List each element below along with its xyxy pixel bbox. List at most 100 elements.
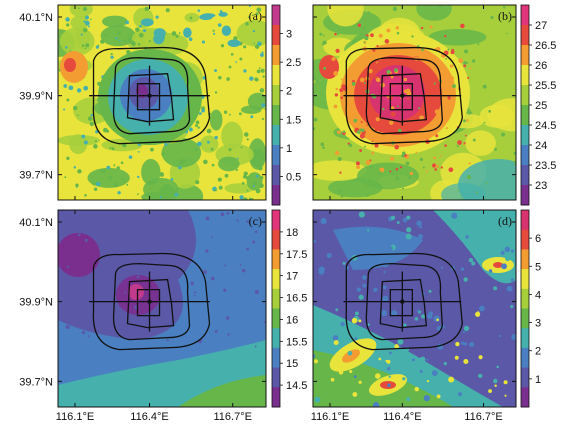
colorbar-swatch: [521, 367, 529, 388]
colorbar-tick-label: 17: [286, 271, 298, 283]
ring-road-contour: [136, 288, 161, 317]
panel-frame: [57, 4, 267, 201]
longitude-label: 116.4°E: [383, 411, 421, 423]
ring-road-contour: [389, 83, 413, 111]
colorbar-swatch: [272, 25, 280, 46]
field-map: [58, 5, 266, 200]
field-map: [58, 210, 266, 407]
colorbar-swatch: [272, 210, 280, 231]
colorbar-swatch: [272, 269, 280, 290]
ring-road-contour: [92, 46, 211, 145]
ring-road-contour: [389, 288, 413, 317]
colorbar-swatch: [521, 210, 529, 231]
colorbar-swatch: [272, 367, 280, 388]
colorbar-tick-label: 5: [535, 261, 541, 273]
colorbar-swatch: [521, 347, 529, 369]
colorbar-swatch: [521, 308, 529, 329]
latitude-label: 39.7°N: [19, 376, 53, 388]
colorbar-tick-label: 6: [535, 233, 541, 245]
latitude-label: 40.1°N: [19, 217, 53, 229]
colorbar-tick-label: 27: [535, 20, 547, 32]
panel-frame: [312, 4, 517, 201]
panel-label: (d): [498, 214, 512, 228]
field-map: [313, 210, 516, 407]
colorbar-swatch: [521, 125, 529, 146]
colorbar-tick-label: 14.5: [286, 380, 307, 392]
colorbar-tick-label: 3: [286, 29, 292, 41]
colorbar-tick-label: 1: [535, 374, 541, 386]
colorbar-swatch: [272, 165, 280, 186]
colorbar-swatch: [272, 65, 280, 86]
ring-road-contour: [365, 262, 443, 341]
colorbar-swatch: [521, 229, 529, 250]
colorbar-tick-label: 25.5: [535, 80, 556, 92]
colorbar-swatch: [272, 45, 280, 66]
colorbar: 6 5 4 3 2 1: [520, 209, 541, 408]
center-marker: [147, 93, 152, 98]
ring-road-contour: [345, 252, 463, 351]
panel-label: (c): [249, 214, 262, 228]
colorbar-swatch: [272, 387, 280, 408]
center-marker: [147, 299, 152, 304]
colorbar-swatch: [521, 328, 529, 349]
longitude-label: 116.7°E: [464, 411, 502, 423]
field-map: [313, 5, 516, 200]
ring-road-contour: [126, 72, 175, 123]
colorbar-swatch: [272, 5, 280, 26]
ring-road-contour: [92, 252, 211, 351]
colorbar-tick-label: 1.5: [286, 114, 301, 126]
colorbar-tick-label: 15: [286, 358, 298, 370]
colorbar-swatch: [521, 65, 529, 86]
ring-road-contour: [365, 57, 443, 135]
colorbar-swatch: [272, 229, 280, 250]
ring-road-contour: [379, 72, 428, 123]
colorbar-tick-label: 2: [535, 346, 541, 358]
panel-b: (b) 27 26.5 26 25.5 25 24.5 24 23.5 23: [312, 4, 556, 206]
panel-label: (a): [249, 9, 262, 23]
colorbar-tick-label: 16: [286, 314, 298, 326]
colorbar-swatch: [521, 165, 529, 186]
latitude-label: 39.9°N: [19, 297, 53, 309]
colorbar-swatch: [272, 85, 280, 106]
colorbar-swatch: [521, 85, 529, 106]
colorbar-tick-label: 1: [286, 143, 292, 155]
center-marker: [400, 93, 405, 98]
colorbar: 18 17.5 17 16.5 16 15.5 15 14.5: [271, 209, 307, 408]
colorbar-swatch: [521, 387, 529, 408]
colorbar-tick-label: 2.5: [286, 57, 301, 69]
colorbar-swatch: [521, 45, 529, 66]
colorbar: 27 26.5 26 25.5 25 24.5 24 23.5 23: [520, 4, 556, 206]
colorbar-tick-label: 26.5: [535, 40, 556, 52]
colorbar-tick-label: 2: [286, 86, 292, 98]
colorbar-swatch: [521, 25, 529, 46]
latitude-label: 39.7°N: [19, 170, 53, 182]
ring-road-contour: [112, 57, 191, 135]
colorbar-tick-label: 17.5: [286, 249, 307, 261]
colorbar-swatch: [272, 125, 280, 146]
colorbar-swatch: [272, 105, 280, 126]
panel-d: 116.1°E 116.4°E 116.7°E (d) 6 5 4 3 2 1: [311, 209, 541, 423]
panel-frame: [57, 209, 267, 408]
colorbar-swatch: [521, 288, 529, 309]
colorbar-swatch: [272, 249, 280, 270]
ring-road-contour: [379, 278, 428, 329]
colorbar-tick-label: 24: [535, 140, 547, 152]
longitude-label: 116.1°E: [311, 411, 349, 423]
panel-label: (b): [498, 9, 512, 23]
ring-road-contour: [136, 83, 161, 111]
colorbar-swatch: [521, 145, 529, 166]
panel-c: 40.1°N 39.9°N 39.7°N 116.1°E 116.4°E 116.7°E (…: [19, 209, 307, 423]
colorbar-swatch: [272, 145, 280, 166]
colorbar-tick-label: 15.5: [286, 336, 307, 348]
colorbar-tick-label: 23: [535, 180, 547, 192]
colorbar-swatch: [272, 308, 280, 329]
colorbar-tick-label: 23.5: [535, 160, 556, 172]
colorbar-swatch: [272, 328, 280, 349]
colorbar-swatch: [521, 185, 529, 206]
colorbar-swatch: [521, 105, 529, 126]
colorbar-tick-label: 0.5: [286, 171, 301, 183]
colorbar-tick-label: 16.5: [286, 293, 307, 305]
colorbar-tick-label: 26: [535, 60, 547, 72]
colorbar-swatch: [272, 288, 280, 309]
